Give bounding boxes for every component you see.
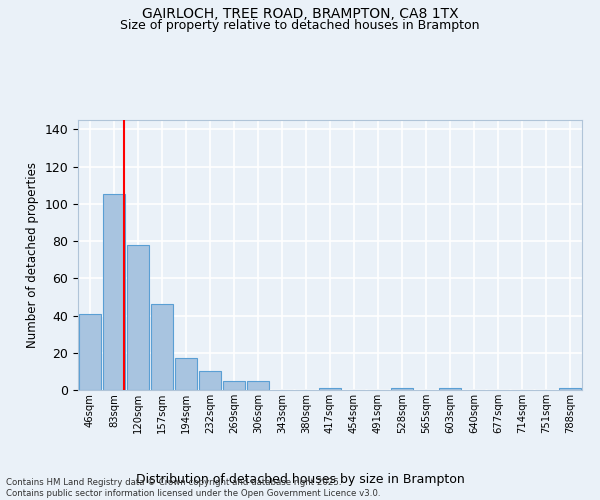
Bar <box>103 194 125 390</box>
Text: Size of property relative to detached houses in Brampton: Size of property relative to detached ho… <box>120 19 480 32</box>
Bar <box>127 245 149 390</box>
Text: GAIRLOCH, TREE ROAD, BRAMPTON, CA8 1TX: GAIRLOCH, TREE ROAD, BRAMPTON, CA8 1TX <box>142 8 458 22</box>
Bar <box>151 304 173 390</box>
Bar <box>79 314 101 390</box>
Bar <box>199 372 221 390</box>
Bar <box>439 388 461 390</box>
Text: Distribution of detached houses by size in Brampton: Distribution of detached houses by size … <box>136 472 464 486</box>
Y-axis label: Number of detached properties: Number of detached properties <box>26 162 39 348</box>
Text: Contains HM Land Registry data © Crown copyright and database right 2025.
Contai: Contains HM Land Registry data © Crown c… <box>6 478 380 498</box>
Bar <box>223 380 245 390</box>
Bar <box>175 358 197 390</box>
Bar <box>559 388 581 390</box>
Bar <box>247 380 269 390</box>
Bar <box>319 388 341 390</box>
Bar <box>391 388 413 390</box>
